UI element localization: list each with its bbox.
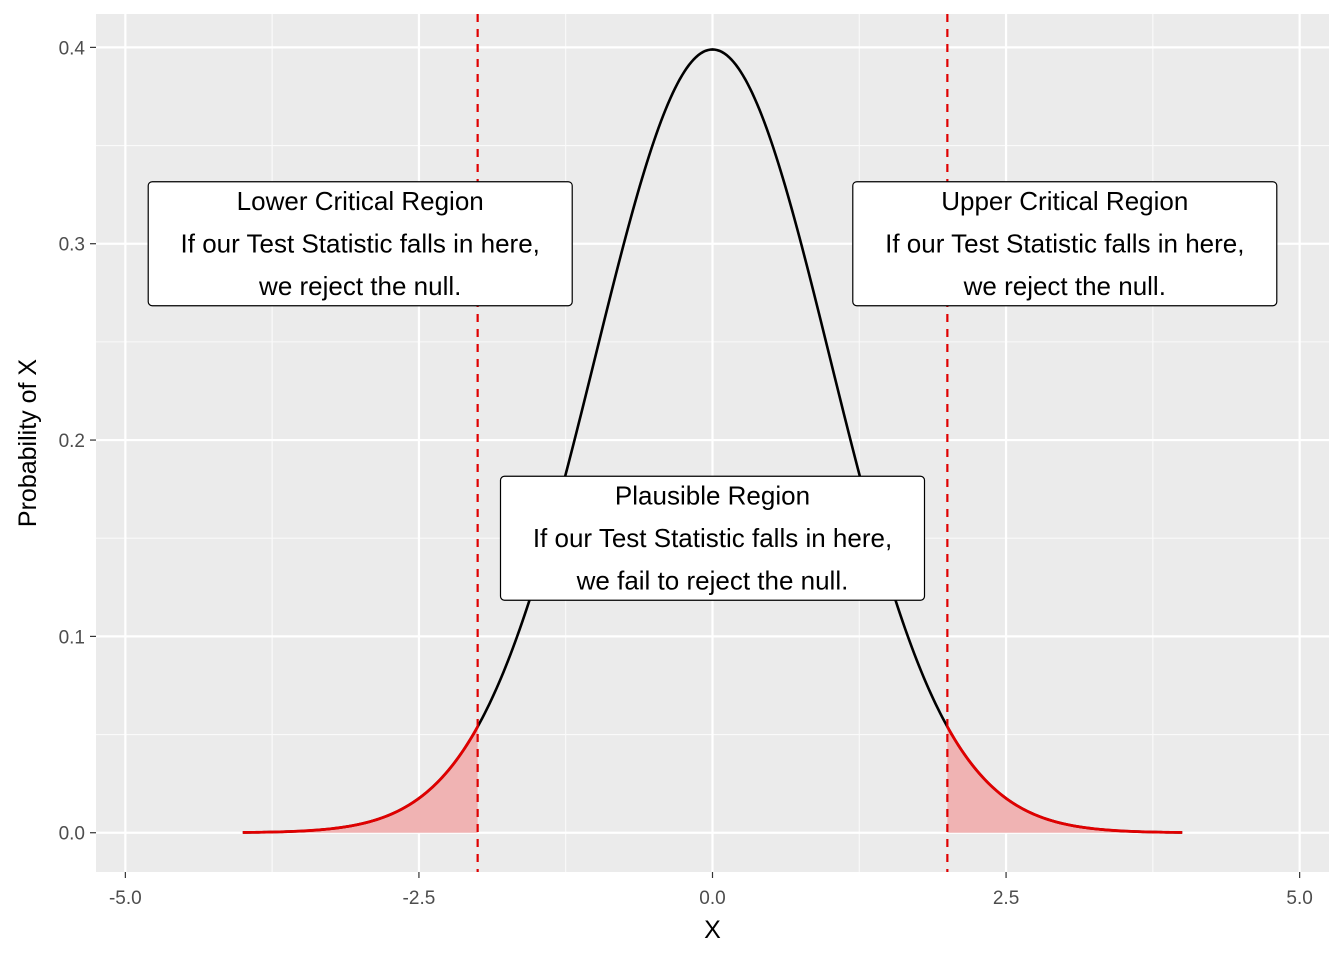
y-tick-label: 0.1 [59, 627, 85, 648]
annotation-line: we reject the null. [258, 271, 461, 301]
annotation-box [852, 181, 1278, 307]
x-tick-label: 5.0 [1286, 888, 1312, 909]
y-tick-label: 0.3 [59, 235, 85, 256]
x-tick-label: 0.0 [699, 888, 725, 909]
annotation-line: Plausible Region [615, 481, 810, 511]
annotation-line: Lower Critical Region [237, 186, 484, 216]
upper-critical-region-label: Upper Critical Region If our Test Statist… [852, 181, 1278, 307]
annotation-box [499, 475, 926, 601]
density-curve-layer [242, 48, 1183, 834]
x-tick-label: 2.5 [993, 888, 1019, 909]
y-axis-title: Probability of X [14, 359, 42, 527]
lower-tail-curve [242, 726, 479, 834]
x-axis: -5.0 -2.5 0.0 2.5 5.0 [109, 872, 1313, 909]
annotation-line: If our Test Statistic falls in here, [181, 229, 540, 259]
upper-critical-region-fill [947, 726, 1183, 833]
critical-region-shading [242, 726, 1183, 833]
x-tick-label: -2.5 [403, 888, 436, 909]
annotation-line: we fail to reject the null. [576, 566, 849, 596]
upper-tail-curve [946, 726, 1183, 834]
y-tick-label: 0.4 [59, 38, 86, 59]
x-tick-label: -5.0 [109, 888, 142, 909]
y-axis: 0.0 0.1 0.2 0.3 0.4 [59, 38, 96, 845]
annotation-line: we reject the null. [963, 271, 1166, 301]
lower-critical-region-fill [242, 726, 478, 833]
annotation-box [147, 181, 573, 307]
annotation-line: If our Test Statistic falls in here, [885, 229, 1244, 259]
plausible-region-label: Plausible Region If our Test Statistic fa… [499, 475, 926, 601]
y-tick-label: 0.0 [59, 824, 85, 845]
critical-value-lines [476, 14, 949, 872]
lower-critical-region-label: Lower Critical Region If our Test Statist… [147, 181, 573, 307]
x-axis-title: X [704, 916, 721, 944]
y-tick-label: 0.2 [59, 431, 85, 452]
annotation-line: If our Test Statistic falls in here, [533, 523, 892, 553]
region-annotations: Lower Critical Region If our Test Statist… [147, 181, 1278, 601]
annotation-line: Upper Critical Region [941, 186, 1188, 216]
major-gridlines [96, 14, 1329, 872]
